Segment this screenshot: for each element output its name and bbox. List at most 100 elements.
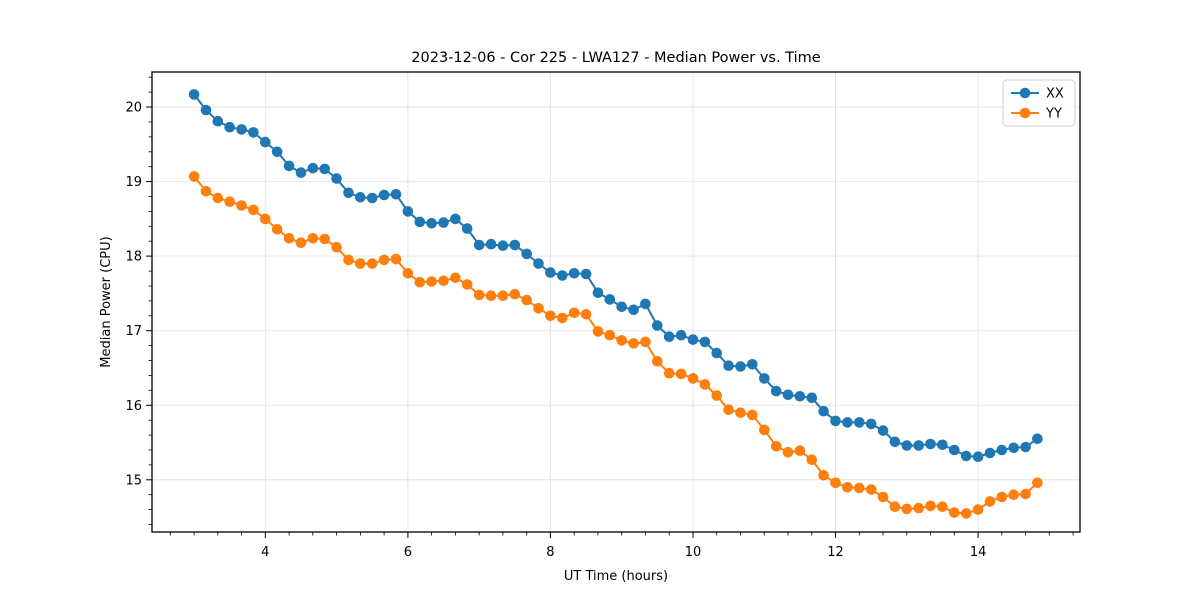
data-point-YY [450,272,461,284]
data-point-YY [830,477,841,489]
y-tick-label: 19 [125,175,142,190]
data-point-YY [461,279,473,290]
y-tick-label: 20 [125,101,142,116]
data-point-YY [236,200,247,211]
data-point-XX [996,444,1008,456]
data-point-YY [212,192,224,204]
data-point-XX [652,320,663,331]
data-point-XX [949,444,960,456]
data-point-XX [545,267,556,278]
legend-label: YY [1045,107,1062,122]
data-point-XX [782,389,794,401]
data-point-XX [1008,442,1019,454]
data-point-XX [414,216,426,228]
data-point-YY [414,276,426,288]
data-point-YY [378,254,390,266]
data-point-XX [473,239,485,251]
data-point-YY [889,501,901,512]
data-point-XX [770,385,782,397]
gridlines [152,72,1080,532]
data-point-XX [759,373,770,384]
data-point-YY [759,424,770,436]
data-point-YY [1020,488,1031,500]
y-tick-label: 17 [125,324,142,339]
data-point-YY [960,508,972,519]
data-point-XX [687,334,699,345]
plot-border [151,71,1081,533]
data-point-YY [675,368,687,380]
x-tick-label: 12 [827,545,844,560]
data-point-XX [461,223,473,234]
data-point-YY [901,503,913,515]
data-point-YY [877,491,889,503]
data-point-YY [652,356,663,367]
data-point-YY [355,258,366,269]
data-point-YY [972,504,984,515]
data-point-XX [1032,433,1043,445]
data-point-XX [937,439,948,451]
series-XX [188,89,1043,463]
data-point-XX [830,415,841,427]
data-point-XX [295,167,307,178]
y-tick-label: 15 [125,473,142,488]
data-point-XX [723,360,734,372]
data-point-YY [402,268,414,279]
data-point-YY [949,507,960,518]
data-point-YY [509,288,521,300]
data-point-XX [794,391,806,402]
data-point-YY [473,289,485,301]
data-point-YY [497,290,509,302]
data-point-XX [568,268,580,279]
data-point-YY [640,336,651,348]
data-point-XX [960,450,972,462]
data-point-XX [889,436,901,448]
data-point-YY [996,491,1008,503]
data-point-XX [616,301,627,313]
minor-ticks [148,76,1074,536]
data-point-YY [295,237,307,248]
data-point-XX [390,189,402,200]
x-tick-label: 6 [404,545,412,560]
data-point-XX [580,268,592,280]
data-point-YY [307,233,319,244]
data-point-YY [984,496,996,507]
y-tick-label: 18 [125,250,142,265]
data-point-YY [937,501,948,512]
series-YY [188,171,1043,519]
data-point-YY [770,441,782,452]
y-tick-label: 16 [125,399,142,414]
data-point-YY [735,407,746,419]
legend-label: XX [1046,87,1064,102]
data-point-YY [794,445,806,457]
x-tick-label: 8 [546,545,554,560]
data-point-XX [402,206,414,217]
data-point-XX [509,239,521,251]
data-point-YY [663,367,675,379]
data-point-XX [200,104,212,116]
data-point-XX [592,287,604,299]
x-axis-label: UT Time (hours) [564,569,668,584]
data-point-YY [687,373,699,384]
data-point-XX [533,258,544,269]
legend-entry-XX: XX [1011,87,1064,102]
x-tick-label: 10 [685,545,702,560]
data-point-YY [390,253,402,265]
data-point-YY [545,310,556,322]
data-point-XX [271,146,283,158]
data-point-XX [877,425,889,436]
data-point-XX [604,294,616,305]
data-point-XX [485,238,497,250]
data-point-YY [438,275,449,287]
data-point-YY [521,294,532,306]
data-point-YY [319,233,331,245]
data-point-YY [913,502,924,514]
data-point-YY [628,338,639,349]
data-point-XX [331,173,342,184]
data-point-YY [711,390,722,401]
data-point-XX [806,392,818,404]
y-axis-label: Median Power (CPU) [99,236,114,367]
data-point-XX [283,160,295,172]
data-point-XX [913,440,924,451]
x-tick-label: 14 [970,545,987,560]
